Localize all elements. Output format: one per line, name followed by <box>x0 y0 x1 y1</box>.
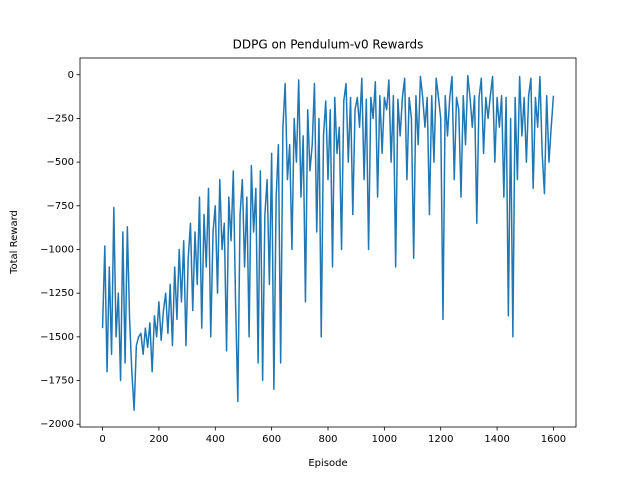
chart-title: DDPG on Pendulum-v0 Rewards <box>233 38 424 52</box>
y-tick-label: −2000 <box>40 419 74 430</box>
x-tick-label: 400 <box>206 434 225 445</box>
y-tick-label: −1750 <box>40 376 74 387</box>
x-tick-label: 600 <box>262 434 281 445</box>
x-tick-label: 800 <box>318 434 337 445</box>
x-axis-label: Episode <box>308 458 347 469</box>
x-tick-label: 1600 <box>541 434 566 445</box>
y-tick-label: −1250 <box>40 288 74 299</box>
y-tick-label: −500 <box>47 157 74 168</box>
x-tick-label: 1200 <box>428 434 453 445</box>
x-tick-label: 1000 <box>372 434 397 445</box>
x-tick-label: 0 <box>99 434 105 445</box>
y-tick-label: −250 <box>47 113 74 124</box>
data-line <box>101 74 555 411</box>
x-tick-label: 1400 <box>484 434 509 445</box>
y-tick-label: 0 <box>68 70 74 81</box>
y-axis-label: Total Reward <box>9 210 20 275</box>
y-tick-label: −1000 <box>40 244 74 255</box>
x-tick-label: 200 <box>149 434 168 445</box>
y-tick-label: −750 <box>47 201 74 212</box>
y-tick-label: −1500 <box>40 332 74 343</box>
